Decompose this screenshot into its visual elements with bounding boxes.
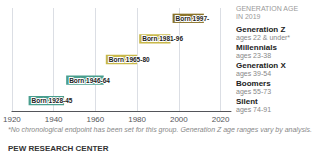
svg-text:ages 55-73: ages 55-73 [236,88,271,96]
svg-text:ages 23-38: ages 23-38 [236,52,271,60]
svg-text:1960: 1960 [86,115,104,124]
svg-text:Born 1965-80: Born 1965-80 [109,56,150,63]
svg-text:Born 1997-: Born 1997- [176,15,210,22]
svg-text:Generation Z: Generation Z [236,25,285,34]
svg-text:Born 1928-45: Born 1928-45 [32,97,73,104]
svg-text:PEW RESEARCH CENTER: PEW RESEARCH CENTER [8,144,109,153]
svg-text:ages 39-54: ages 39-54 [236,70,271,78]
svg-text:GENERATION AGE: GENERATION AGE [236,5,298,12]
svg-text:1920: 1920 [3,115,21,124]
svg-text:Born 1981-96: Born 1981-96 [142,35,183,42]
svg-text:ages 74-91: ages 74-91 [236,106,271,114]
svg-text:1940: 1940 [45,115,63,124]
svg-text:2000: 2000 [170,115,188,124]
svg-text:Born 1946-64: Born 1946-64 [69,77,110,84]
svg-text:Millennials: Millennials [236,43,277,52]
svg-text:ages 22 & under*: ages 22 & under* [236,34,290,42]
svg-text:1980: 1980 [128,115,146,124]
svg-text:Generation X: Generation X [236,61,286,70]
svg-text:Silent: Silent [236,97,258,106]
svg-text:*No chronological endpoint has: *No chronological endpoint has been set … [8,126,312,134]
svg-text:IN 2019: IN 2019 [236,13,261,20]
svg-text:Boomers: Boomers [236,79,271,88]
svg-text:2020: 2020 [212,115,230,124]
